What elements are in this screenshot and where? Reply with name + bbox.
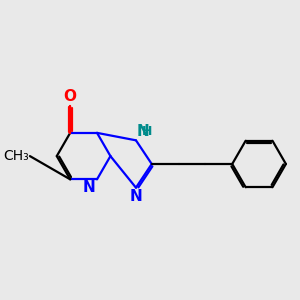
Text: N: N <box>83 180 95 195</box>
Text: N: N <box>137 124 150 139</box>
Text: CH₃: CH₃ <box>3 149 28 163</box>
Text: O: O <box>64 89 77 104</box>
Text: N: N <box>130 189 142 204</box>
Text: H: H <box>142 124 152 138</box>
